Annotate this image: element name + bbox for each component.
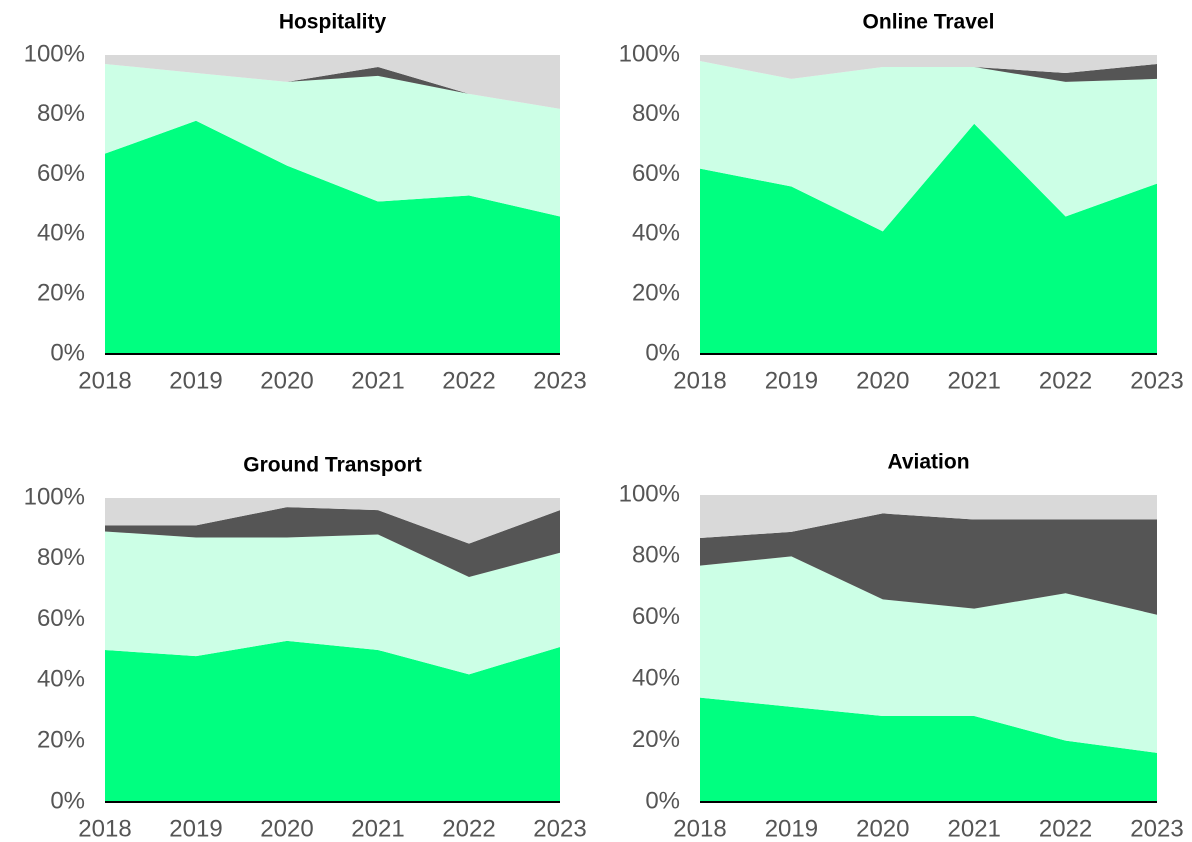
chart-title: Online Travel	[863, 11, 995, 34]
y-tick-label: 20%	[632, 280, 680, 307]
chart-title: Ground Transport	[243, 454, 422, 477]
y-tick-label: 40%	[632, 665, 680, 692]
x-tick-label: 2022	[442, 367, 495, 394]
y-tick-label: 20%	[37, 280, 85, 307]
area	[700, 60, 1157, 232]
y-tick-label: 40%	[37, 220, 85, 247]
area	[700, 697, 1157, 802]
y-tick-label: 20%	[37, 727, 85, 754]
area	[700, 495, 1157, 538]
area	[700, 123, 1157, 355]
area	[700, 60, 1157, 82]
y-tick-label: 100%	[24, 483, 85, 510]
y-tick-label: 0%	[50, 339, 85, 366]
y-tick-label: 80%	[632, 100, 680, 127]
x-tick-label: 2020	[856, 815, 909, 842]
x-tick-label: 2022	[1039, 815, 1092, 842]
y-tick-label: 80%	[37, 100, 85, 127]
y-tick-label: 60%	[632, 603, 680, 630]
x-tick-label: 2018	[78, 815, 131, 842]
x-tick-label: 2019	[169, 815, 222, 842]
y-tick-label: 60%	[632, 160, 680, 187]
y-tick-label: 80%	[37, 544, 85, 571]
x-tick-label: 2019	[765, 815, 818, 842]
area	[105, 63, 560, 217]
x-tick-label: 2021	[351, 815, 404, 842]
x-tick-label: 2018	[673, 367, 726, 394]
x-tick-label: 2022	[442, 815, 495, 842]
area	[700, 556, 1157, 753]
x-tick-label: 2018	[78, 367, 131, 394]
area	[105, 640, 560, 802]
area	[105, 55, 560, 109]
y-tick-label: 40%	[37, 666, 85, 693]
x-tick-label: 2023	[533, 367, 586, 394]
y-tick-label: 100%	[619, 480, 680, 507]
x-tick-label: 2020	[260, 815, 313, 842]
x-tick-label: 2021	[948, 815, 1001, 842]
x-tick-label: 2020	[856, 367, 909, 394]
y-tick-label: 0%	[645, 787, 680, 814]
x-tick-label: 2021	[948, 367, 1001, 394]
y-tick-label: 60%	[37, 160, 85, 187]
y-tick-label: 100%	[24, 40, 85, 67]
x-tick-label: 2022	[1039, 367, 1092, 394]
x-tick-label: 2023	[1130, 367, 1183, 394]
x-tick-label: 2023	[1130, 815, 1183, 842]
area	[105, 507, 560, 578]
chart-title: Aviation	[887, 451, 969, 474]
y-tick-label: 60%	[37, 605, 85, 632]
y-tick-label: 100%	[619, 40, 680, 67]
y-tick-label: 40%	[632, 220, 680, 247]
y-tick-label: 80%	[632, 542, 680, 569]
x-tick-label: 2018	[673, 815, 726, 842]
x-tick-label: 2023	[533, 815, 586, 842]
area	[105, 531, 560, 675]
x-tick-label: 2021	[351, 367, 404, 394]
area	[700, 55, 1157, 79]
y-tick-label: 0%	[645, 339, 680, 366]
x-tick-label: 2019	[765, 367, 818, 394]
area	[105, 120, 560, 354]
x-tick-label: 2020	[260, 367, 313, 394]
chart-title: Hospitality	[279, 11, 387, 34]
y-tick-label: 20%	[632, 726, 680, 753]
y-tick-label: 0%	[50, 787, 85, 814]
area	[105, 498, 560, 544]
x-tick-label: 2019	[169, 367, 222, 394]
area	[700, 513, 1157, 615]
